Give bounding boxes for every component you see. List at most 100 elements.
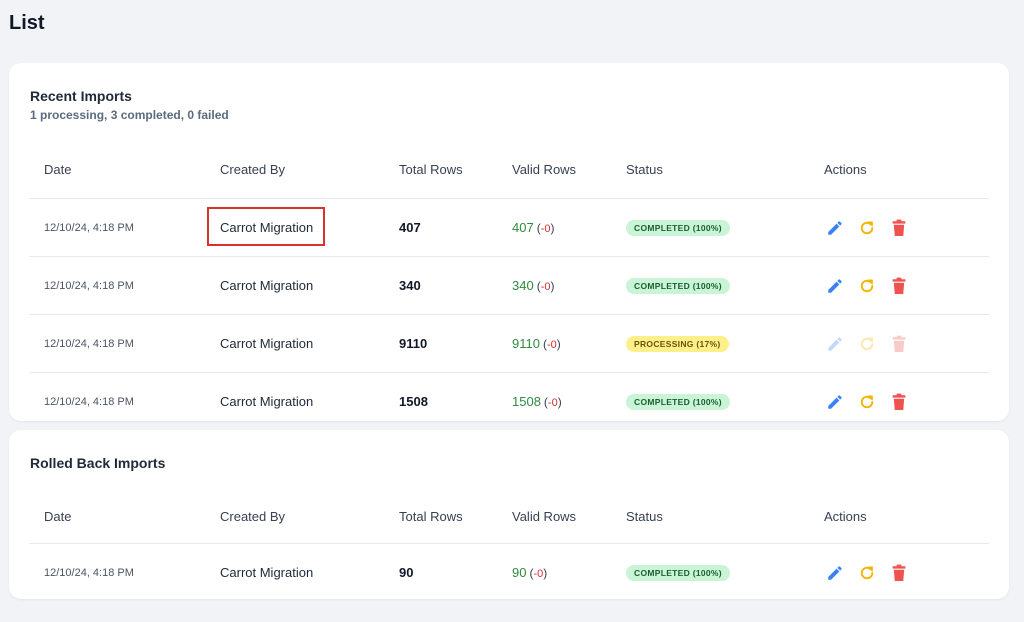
delete-button[interactable]: [888, 217, 910, 239]
table-header: Date Created By Total Rows Valid Rows St…: [29, 490, 989, 544]
recent-imports-card: Recent Imports 1 processing, 3 completed…: [9, 63, 1009, 421]
row-created-by: Carrot Migration: [220, 336, 314, 351]
row-valid-rows: 1508 (-0): [512, 373, 562, 430]
row-created-by: Carrot Migration: [220, 394, 314, 409]
row-status: PROCESSING (17%): [626, 315, 729, 372]
row-actions: [824, 315, 920, 372]
delete-button[interactable]: [888, 562, 910, 584]
column-header-valid-rows[interactable]: Valid Rows: [512, 509, 577, 524]
row-status: COMPLETED (100%): [626, 373, 730, 430]
column-header-created-by[interactable]: Created By: [220, 509, 286, 524]
created-by-text: Carrot Migration: [220, 220, 314, 235]
column-header-date[interactable]: Date: [44, 509, 72, 524]
row-date: 12/10/24, 4:18 PM: [44, 337, 134, 350]
row-valid-rows: 90 (-0): [512, 544, 547, 601]
rolled-back-imports-title: Rolled Back Imports: [30, 455, 166, 471]
delete-button[interactable]: [888, 275, 910, 297]
pencil-icon: [828, 278, 842, 293]
column-header-created-by[interactable]: Created By: [220, 162, 286, 177]
row-valid-rows: 407 (-0): [512, 199, 554, 256]
column-header-actions: Actions: [824, 162, 867, 177]
edit-button: [824, 333, 846, 355]
valid-count: 90: [512, 565, 527, 580]
row-valid-rows: 9110 (-0): [512, 315, 561, 372]
invalid-value: -0: [547, 396, 558, 409]
retry-button[interactable]: [856, 562, 878, 584]
rolled-back-imports-card: Rolled Back Imports Date Created By Tota…: [9, 430, 1009, 599]
column-header-total-rows[interactable]: Total Rows: [399, 162, 463, 177]
valid-count: 340: [512, 278, 534, 293]
table-row[interactable]: 12/10/24, 4:18 PM Carrot Migration 340 3…: [29, 257, 989, 315]
trash-icon: [892, 564, 906, 581]
retry-button[interactable]: [856, 217, 878, 239]
page-title: List: [9, 12, 45, 34]
refresh-icon: [860, 565, 874, 579]
table-row[interactable]: 12/10/24, 4:18 PM Carrot Migration 1508 …: [29, 373, 989, 430]
retry-button: [856, 333, 878, 355]
row-date: 12/10/24, 4:18 PM: [44, 221, 134, 234]
status-badge: COMPLETED (100%): [626, 564, 730, 581]
valid-count: 9110: [512, 336, 540, 351]
row-status: COMPLETED (100%): [626, 199, 730, 256]
trash-icon: [892, 393, 906, 410]
column-header-status[interactable]: Status: [626, 509, 663, 524]
retry-button[interactable]: [856, 391, 878, 413]
invalid-count: (-0): [543, 394, 562, 409]
table-header: Date Created By Total Rows Valid Rows St…: [29, 141, 989, 199]
status-badge: COMPLETED (100%): [626, 219, 730, 236]
table-row[interactable]: 12/10/24, 4:18 PM Carrot Migration 90 90…: [29, 544, 989, 601]
pencil-icon: [828, 565, 842, 580]
retry-button[interactable]: [856, 275, 878, 297]
column-header-date[interactable]: Date: [44, 162, 72, 177]
row-actions: [824, 199, 920, 256]
column-header-total-rows[interactable]: Total Rows: [399, 509, 463, 524]
invalid-count: (-0): [529, 565, 548, 580]
recent-imports-table: Date Created By Total Rows Valid Rows St…: [29, 141, 989, 430]
invalid-count: (-0): [536, 278, 555, 293]
column-header-valid-rows[interactable]: Valid Rows: [512, 162, 577, 177]
trash-icon: [892, 335, 906, 352]
trash-icon: [892, 277, 906, 294]
pencil-icon: [828, 394, 842, 409]
edit-button[interactable]: [824, 217, 846, 239]
invalid-count: (-0): [536, 220, 555, 235]
row-total-rows: 407: [399, 220, 421, 235]
row-created-by: Carrot Migration: [207, 199, 325, 256]
table-row[interactable]: 12/10/24, 4:18 PM Carrot Migration 9110 …: [29, 315, 989, 373]
row-created-by: Carrot Migration: [220, 278, 314, 293]
table-row[interactable]: 12/10/24, 4:18 PM Carrot Migration 407 4…: [29, 199, 989, 257]
row-status: COMPLETED (100%): [626, 257, 730, 314]
row-created-by: Carrot Migration: [220, 565, 314, 580]
rolled-back-imports-table: Date Created By Total Rows Valid Rows St…: [29, 490, 989, 601]
refresh-icon: [860, 278, 874, 292]
invalid-count: (-0): [542, 336, 561, 351]
column-header-actions: Actions: [824, 509, 867, 524]
row-total-rows: 9110: [399, 336, 428, 351]
valid-count: 1508: [512, 394, 541, 409]
row-actions: [824, 257, 920, 314]
refresh-icon: [860, 336, 874, 350]
trash-icon: [892, 219, 906, 236]
invalid-value: -0: [546, 338, 557, 351]
invalid-value: -0: [540, 222, 551, 235]
valid-count: 407: [512, 220, 534, 235]
column-header-status[interactable]: Status: [626, 162, 663, 177]
invalid-value: -0: [540, 280, 551, 293]
status-badge: COMPLETED (100%): [626, 277, 730, 294]
delete-button[interactable]: [888, 391, 910, 413]
refresh-icon: [860, 394, 874, 408]
status-badge: COMPLETED (100%): [626, 393, 730, 410]
row-date: 12/10/24, 4:18 PM: [44, 566, 134, 579]
pencil-icon: [828, 220, 842, 235]
row-date: 12/10/24, 4:18 PM: [44, 395, 134, 408]
row-actions: [824, 373, 920, 430]
invalid-value: -0: [533, 567, 544, 580]
status-badge: PROCESSING (17%): [626, 335, 729, 352]
pencil-icon: [828, 336, 842, 351]
row-actions: [824, 544, 920, 601]
edit-button[interactable]: [824, 391, 846, 413]
recent-imports-summary: 1 processing, 3 completed, 0 failed: [30, 108, 229, 122]
edit-button[interactable]: [824, 562, 846, 584]
edit-button[interactable]: [824, 275, 846, 297]
row-status: COMPLETED (100%): [626, 544, 730, 601]
